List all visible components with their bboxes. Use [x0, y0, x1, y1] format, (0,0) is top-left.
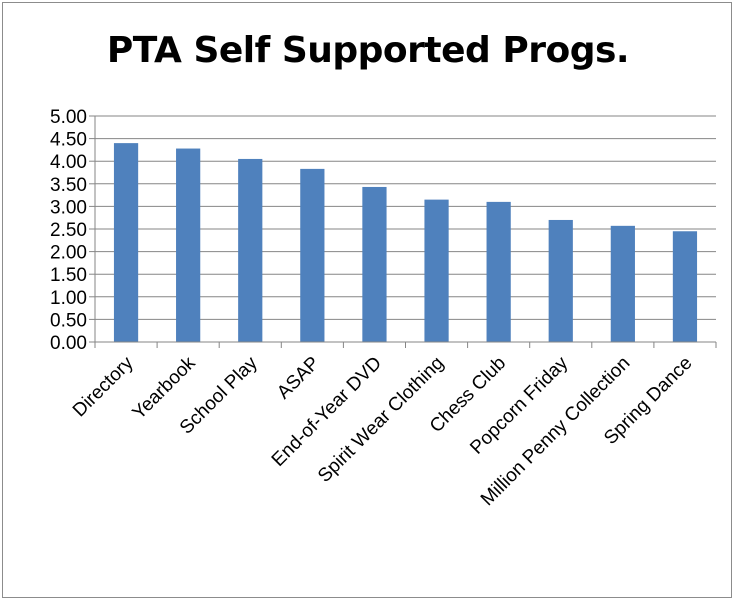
- y-axis-ticks: 0.000.501.001.502.002.503.003.504.004.50…: [50, 107, 95, 354]
- y-tick-label: 1.00: [50, 288, 87, 309]
- y-tick-label: 5.00: [50, 107, 87, 128]
- y-tick-label: 2.50: [50, 220, 87, 241]
- bar: [610, 225, 635, 342]
- bar: [486, 201, 511, 342]
- bars: [113, 143, 698, 342]
- y-tick-label: 3.50: [50, 175, 87, 196]
- bar: [672, 231, 698, 342]
- bar: [113, 143, 139, 342]
- y-tick-label: 3.00: [50, 197, 87, 218]
- x-tick-label: End-of-Year DVD: [268, 353, 386, 471]
- y-tick-label: 0.50: [50, 310, 87, 331]
- bar: [548, 219, 573, 342]
- bar: [300, 168, 325, 342]
- y-tick-label: 4.50: [50, 130, 87, 151]
- bar: [176, 148, 201, 342]
- x-tick-label: ASAP: [273, 353, 324, 404]
- bar: [362, 186, 387, 342]
- y-tick-label: 1.50: [50, 265, 87, 286]
- bar: [424, 199, 449, 342]
- y-tick-label: 2.00: [50, 243, 87, 264]
- y-tick-label: 4.00: [50, 152, 87, 173]
- x-tick-label: Directory: [69, 352, 138, 421]
- chart-title: PTA Self Supported Progs.: [106, 30, 630, 71]
- bar: [238, 158, 263, 342]
- y-tick-label: 0.00: [50, 333, 87, 354]
